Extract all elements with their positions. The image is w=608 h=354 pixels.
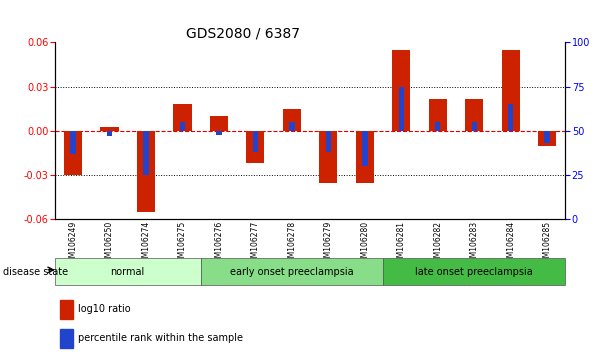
Bar — [319, 131, 337, 183]
Bar — [538, 131, 556, 146]
Bar — [502, 50, 520, 131]
Bar — [325, 131, 331, 152]
Bar — [508, 104, 513, 131]
Bar — [64, 131, 82, 175]
Bar — [137, 131, 155, 212]
Bar — [70, 131, 75, 154]
Bar — [435, 122, 440, 131]
Bar — [143, 131, 148, 175]
Bar — [471, 122, 477, 131]
Bar — [216, 131, 221, 135]
Text: disease state: disease state — [3, 267, 68, 277]
Text: late onset preeclampsia: late onset preeclampsia — [415, 267, 533, 277]
Bar — [173, 104, 192, 131]
Bar — [465, 98, 483, 131]
Text: normal: normal — [111, 267, 145, 277]
Bar — [362, 131, 367, 166]
Bar — [429, 98, 447, 131]
Bar — [60, 329, 72, 348]
Bar — [246, 131, 264, 164]
Bar — [356, 131, 374, 183]
Text: log10 ratio: log10 ratio — [78, 304, 130, 314]
Bar — [201, 258, 383, 285]
Bar — [283, 109, 301, 131]
Bar — [210, 116, 228, 131]
Bar — [100, 127, 119, 131]
Text: percentile rank within the sample: percentile rank within the sample — [78, 333, 243, 343]
Text: early onset preeclampsia: early onset preeclampsia — [230, 267, 354, 277]
Bar — [544, 131, 550, 143]
Bar — [398, 87, 404, 131]
Bar — [252, 131, 258, 152]
Text: GDS2080 / 6387: GDS2080 / 6387 — [186, 27, 300, 41]
Bar — [392, 50, 410, 131]
Bar — [289, 122, 294, 131]
Bar — [383, 258, 565, 285]
Bar — [55, 258, 201, 285]
Bar — [179, 122, 185, 131]
Bar — [106, 131, 112, 136]
Bar — [60, 300, 72, 319]
